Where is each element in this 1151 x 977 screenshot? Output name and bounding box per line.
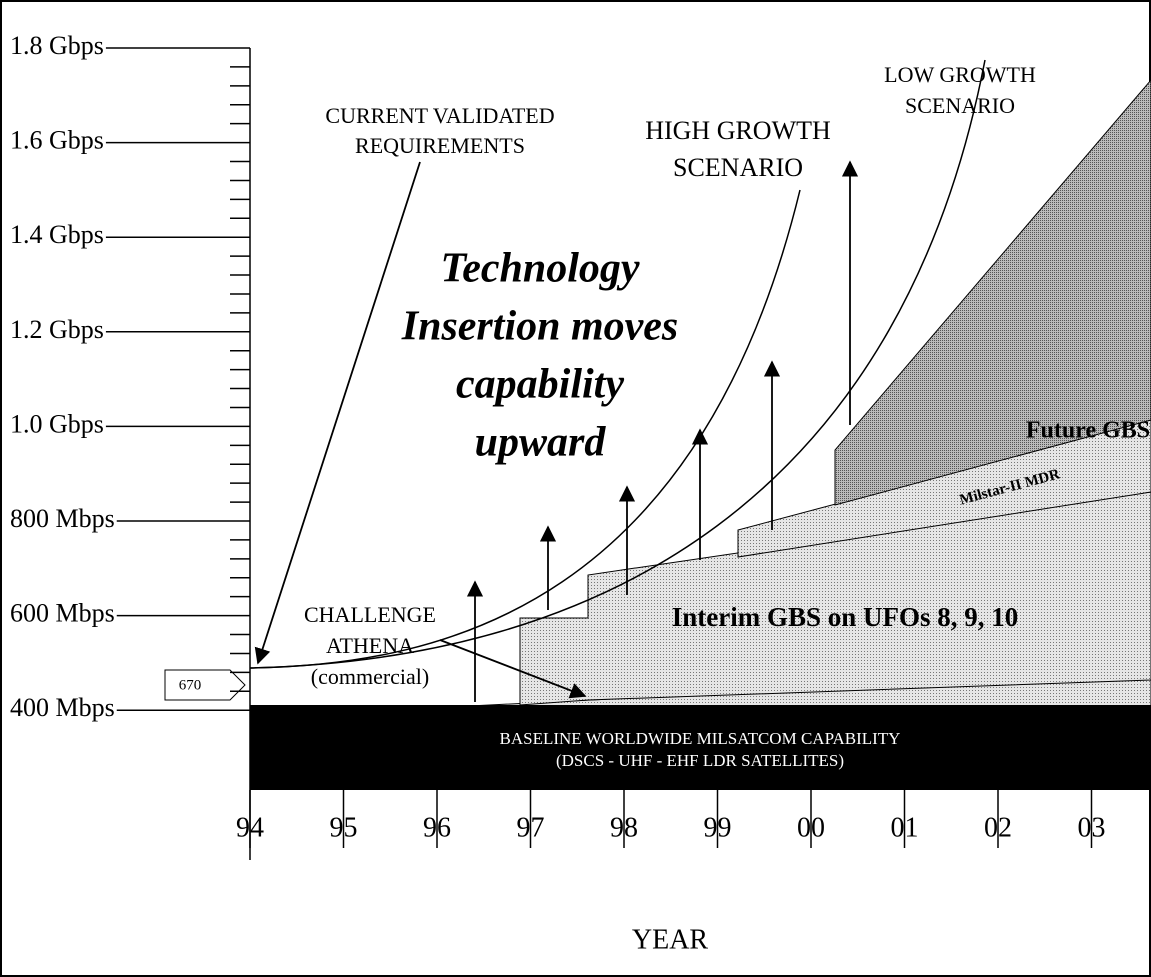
- x-tick-label: 97: [517, 812, 545, 843]
- technology-annotation: Insertion moves: [401, 304, 679, 350]
- high-annotation: SCENARIO: [673, 153, 803, 182]
- y-tick-label: 1.2 Gbps: [10, 315, 104, 344]
- current-annotation: CURRENT VALIDATED: [325, 103, 554, 128]
- future-region: [834, 79, 1151, 506]
- challenge-annotation: (commercial): [311, 664, 430, 689]
- marker-arrow: [164, 669, 246, 701]
- x-tick-label: 02: [984, 812, 1012, 843]
- y-tick-label: 600 Mbps: [10, 599, 115, 628]
- challenge-annotation: ATHENA: [326, 633, 414, 658]
- technology-annotation: upward: [475, 420, 607, 466]
- low-growth-curve: [249, 59, 986, 669]
- milstar-region: [737, 419, 1151, 558]
- technology-annotation: Technology: [440, 246, 639, 292]
- low-annotation: SCENARIO: [905, 93, 1015, 118]
- low-annotation: LOW GROWTH: [884, 62, 1036, 87]
- y-tick-label: 1.0 Gbps: [10, 409, 104, 438]
- y-tick-label: 1.4 Gbps: [10, 220, 104, 249]
- high-annotation: HIGH GROWTH: [645, 116, 831, 145]
- x-tick-label: 01: [891, 812, 919, 843]
- x-tick-label: 00: [797, 812, 825, 843]
- y-tick-label: 1.6 Gbps: [10, 126, 104, 155]
- x-tick-label: 95: [330, 812, 358, 843]
- x-tick-label: 98: [610, 812, 638, 843]
- baseline-band: [250, 705, 1151, 790]
- x-tick-label: 96: [423, 812, 451, 843]
- marker-label: 670: [179, 677, 202, 693]
- y-tick-label: 1.8 Gbps: [10, 31, 104, 60]
- baseline-text: BASELINE WORLDWIDE MILSATCOM CAPABILITY: [500, 729, 901, 748]
- x-tick-label: 94: [236, 812, 264, 843]
- current-annotation: REQUIREMENTS: [355, 133, 525, 158]
- y-tick-label: 400 Mbps: [10, 693, 115, 722]
- arrows: [254, 160, 859, 702]
- future-label: Future GBS: [1026, 418, 1150, 444]
- baseline-text: (DSCS - UHF - EHF LDR SATELLITES): [556, 751, 844, 770]
- challenge-annotation: CHALLENGE: [304, 602, 436, 627]
- interim-label: Interim GBS on UFOs 8, 9, 10: [672, 602, 1019, 632]
- y-tick-label: 800 Mbps: [10, 504, 115, 533]
- technology-annotation: capability: [456, 362, 624, 408]
- x-tick-label: 99: [704, 812, 732, 843]
- x-axis-title: YEAR: [632, 924, 709, 955]
- x-tick-label: 03: [1078, 812, 1106, 843]
